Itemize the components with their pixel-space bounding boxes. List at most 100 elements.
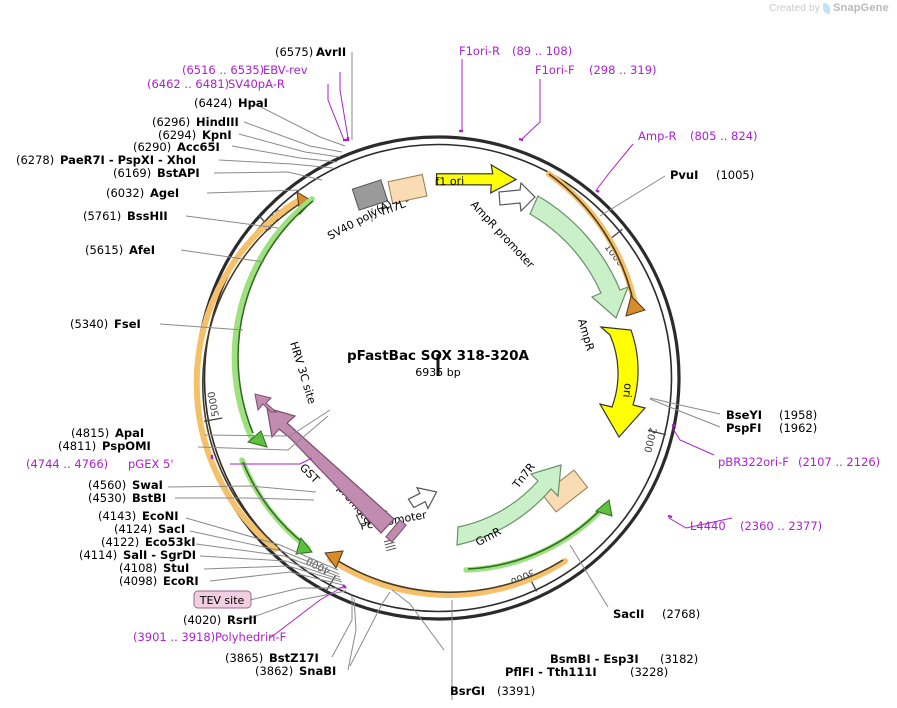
enzyme-labels-top-left: (6575) AvrII (6424) HpaI (6296) HindIII … xyxy=(16,45,346,331)
enzyme-label[interactable]: (5615) AfeI xyxy=(85,243,155,257)
enzyme-name: PaeR7I - PspXI - XhoI xyxy=(60,153,196,167)
primer-label[interactable]: F1ori-R (89 .. 108) xyxy=(459,44,572,58)
feature-ori[interactable]: ori xyxy=(598,326,647,439)
feature-gst[interactable]: GST xyxy=(266,407,395,534)
watermark-brand: SnapGene xyxy=(832,2,889,14)
enzyme-label[interactable]: (4143) EcoNI xyxy=(98,509,178,523)
enzyme-position: (4124) xyxy=(114,522,152,536)
enzyme-position: (4143) xyxy=(98,509,136,523)
feature-ampr-promoter[interactable]: AmpR promoter xyxy=(468,181,537,271)
enzyme-name: PvuI xyxy=(670,168,698,182)
feature-label: AmpR promoter xyxy=(468,198,537,271)
feature-label: f1 ori xyxy=(435,175,464,189)
primer-label[interactable]: L4440 (2360 .. 2377) xyxy=(690,519,822,533)
primer-name: SV40pA-R xyxy=(228,77,285,91)
feature-label: AmpR xyxy=(575,317,597,353)
enzyme-label[interactable]: (6296) HindIII xyxy=(152,115,239,129)
enzyme-name: StuI xyxy=(163,561,189,575)
enzyme-labels-right: PvuI (1005) BseYI (1958) PspFI (1962) xyxy=(670,168,817,435)
enzyme-label[interactable]: PvuI (1005) xyxy=(670,168,754,182)
primer-label[interactable]: (6462 .. 6481) SV40pA-R xyxy=(147,77,285,91)
enzyme-label[interactable]: (6278) PaeR7I - PspXI - XhoI xyxy=(16,153,196,167)
enzyme-label[interactable]: BseYI (1958) xyxy=(726,408,817,422)
primer-range: (6462 .. 6481) xyxy=(147,77,229,91)
primer-name: EBV-rev xyxy=(263,63,308,77)
enzyme-position: (1962) xyxy=(779,421,817,435)
axis-tick-5000: 5000 xyxy=(204,390,223,422)
primer-label[interactable]: F1ori-F (298 .. 319) xyxy=(535,63,657,77)
primer-label[interactable]: (4744 .. 4766) pGEX 5' xyxy=(26,457,174,471)
enzyme-label[interactable]: (4108) StuI xyxy=(119,561,189,575)
enzyme-label[interactable]: (4098) EcoRI xyxy=(119,574,199,588)
enzyme-position: (3182) xyxy=(660,652,698,666)
enzyme-position: (4530) xyxy=(88,491,126,505)
primer-labels: (6516 .. 6535) EBV-rev (6462 .. 6481) SV… xyxy=(26,44,880,644)
enzyme-label[interactable]: (4560) SwaI xyxy=(88,478,163,492)
page-title: pFastBac SOX 318-320A xyxy=(347,348,530,364)
enzyme-position: (6169) xyxy=(113,166,151,180)
enzyme-label[interactable]: (5340) FseI xyxy=(70,317,141,331)
snapgene-logo-icon xyxy=(822,2,830,14)
primer-range: (3901 .. 3918) xyxy=(133,630,215,644)
primer-name: F1ori-F xyxy=(535,63,575,77)
enzyme-name: Eco53kI xyxy=(145,535,196,549)
enzyme-label[interactable]: (6575) AvrII xyxy=(275,45,346,59)
primer-label[interactable]: Amp-R (805 .. 824) xyxy=(638,129,758,143)
enzyme-name: AgeI xyxy=(150,186,179,200)
enzyme-name: BstAPI xyxy=(157,166,200,180)
enzyme-position: (5615) xyxy=(85,243,123,257)
enzyme-label[interactable]: PspFI (1962) xyxy=(726,421,817,435)
enzyme-label[interactable]: SacII (2768) xyxy=(613,607,700,621)
feature-gmr[interactable]: GmR xyxy=(456,464,562,549)
primer-label[interactable]: (6516 .. 6535) EBV-rev xyxy=(182,63,308,77)
enzyme-label[interactable]: (5761) BssHII xyxy=(83,209,168,223)
enzyme-label[interactable]: (4124) SacI xyxy=(114,522,185,536)
enzyme-label[interactable]: (4530) BstBI xyxy=(88,491,166,505)
enzyme-label[interactable]: (3862) SnaBI xyxy=(255,664,336,678)
enzyme-name: BstZ17I xyxy=(269,651,319,665)
enzyme-label[interactable]: (6424) HpaI xyxy=(194,96,268,110)
enzyme-position: (6032) xyxy=(106,186,144,200)
enzyme-label[interactable]: (4020) RsrII xyxy=(183,613,257,627)
enzyme-label[interactable]: (4815) ApaI xyxy=(71,426,144,440)
enzyme-name: PflFI - Tth111I xyxy=(505,665,597,679)
enzyme-label[interactable]: (6294) KpnI xyxy=(158,128,232,142)
axis-tick-2000: 2000 xyxy=(641,426,667,454)
enzyme-position: (6278) xyxy=(16,153,54,167)
enzyme-name: BseYI xyxy=(726,408,762,422)
enzyme-label[interactable]: (4122) Eco53kI xyxy=(101,535,196,549)
axis-tick-label: 5000 xyxy=(207,390,222,417)
enzyme-label[interactable]: (6169) BstAPI xyxy=(113,166,200,180)
enzyme-label[interactable]: (3865) BstZ17I xyxy=(225,651,319,665)
enzyme-name: AvrII xyxy=(316,45,346,59)
enzyme-label[interactable]: (6290) Acc65I xyxy=(133,140,220,154)
enzyme-label[interactable]: (4114) SalI - SgrDI xyxy=(79,548,196,562)
enzyme-position: (6575) xyxy=(275,45,313,59)
enzyme-name: EcoNI xyxy=(142,509,178,523)
enzyme-position: (4098) xyxy=(119,574,157,588)
enzyme-position: (6296) xyxy=(152,115,190,129)
primer-range: (6516 .. 6535) xyxy=(182,63,264,77)
feature-hrv-3c-site[interactable]: HRV 3C site xyxy=(254,340,318,413)
primer-name: L4440 xyxy=(690,519,726,533)
enzyme-label[interactable]: (6032) AgeI xyxy=(106,186,179,200)
feature-f1-ori[interactable]: f1 ori xyxy=(435,163,518,196)
enzyme-name: BstBI xyxy=(132,491,166,505)
axis-tick-label: 2000 xyxy=(641,426,658,453)
feature-label: ori xyxy=(620,383,634,399)
snapgene-watermark: Created by SnapGene xyxy=(769,2,889,14)
enzyme-label[interactable]: PflFI - Tth111I (3228) xyxy=(505,665,668,679)
site-badge-tev[interactable]: TEV site xyxy=(193,590,252,609)
primer-label[interactable]: (3901 .. 3918) Polyhedrin-F xyxy=(133,630,286,644)
enzyme-label[interactable]: BsmBI - Esp3I (3182) xyxy=(550,652,698,666)
enzyme-label[interactable]: BsrGI (3391) xyxy=(450,684,535,698)
enzyme-name: SacI xyxy=(158,522,185,536)
primer-label[interactable]: pBR322ori-F (2107 .. 2126) xyxy=(718,455,880,469)
enzyme-position: (4114) xyxy=(79,548,117,562)
enzyme-label[interactable]: (4811) PspOMI xyxy=(58,439,151,453)
enzyme-name: BsmBI - Esp3I xyxy=(550,652,639,666)
feature-label: HRV 3C site xyxy=(287,340,318,406)
tn7-transposon-track xyxy=(193,171,646,598)
primer-name: pBR322ori-F xyxy=(718,455,789,469)
primer-range: (89 .. 108) xyxy=(512,44,572,58)
